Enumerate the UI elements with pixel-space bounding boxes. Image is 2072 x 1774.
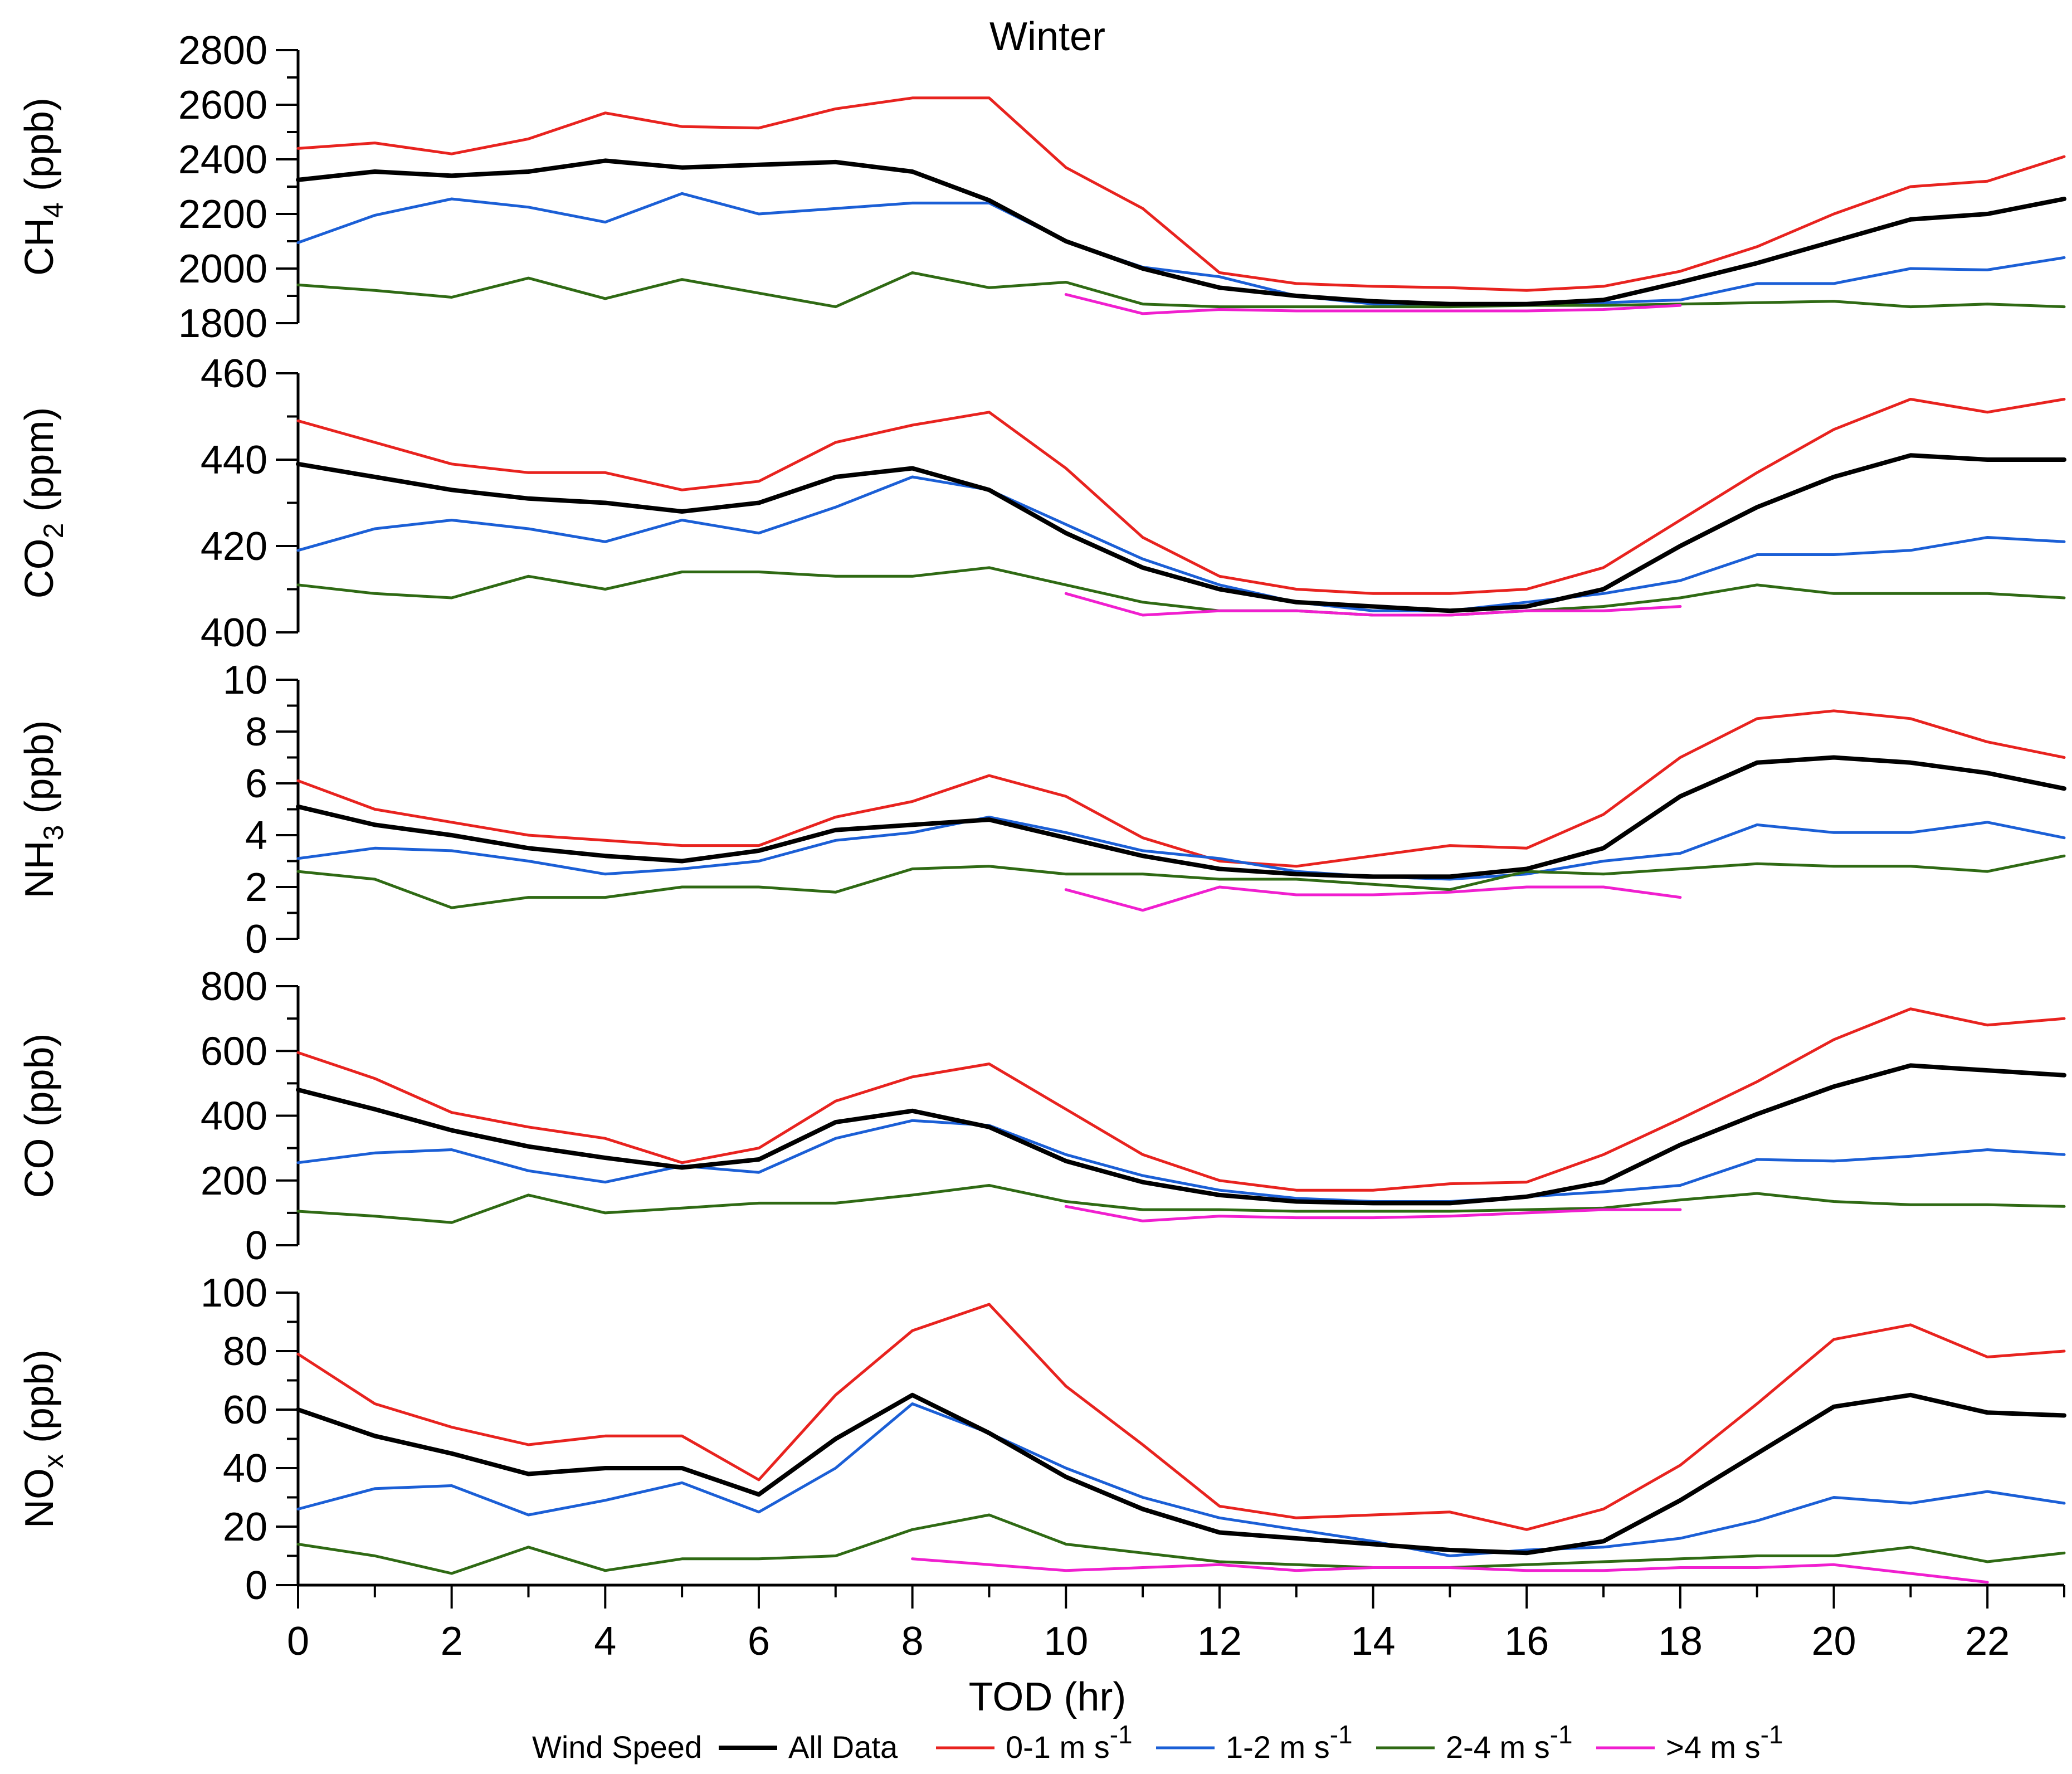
panel-1: 400 420 440 460 CO2 (ppm) (17, 352, 2066, 655)
y-tick-label: 6 (245, 762, 267, 806)
series-line-w12 (296, 475, 2066, 612)
y-tick-label: 100 (201, 1271, 267, 1315)
series-line-w01 (296, 1303, 2066, 1531)
x-tick-label: 0 (287, 1619, 309, 1664)
series-line-all (296, 755, 2066, 879)
series-line-all (296, 1392, 2066, 1556)
x-tick-label: 4 (594, 1619, 616, 1664)
y-tick-label: 400 (201, 611, 267, 655)
y-tick-label: 2600 (178, 83, 267, 128)
legend-label-w01: 0-1 m s-1 (1006, 1720, 1133, 1765)
y-tick-label: 8 (245, 710, 267, 754)
y-axis-title: CH4 (ppb) (17, 98, 69, 276)
panel-2: 0 2 4 6 8 10 NH3 (ppb) (17, 658, 2066, 962)
x-tick-label: 18 (1658, 1619, 1703, 1664)
series-line-all (296, 453, 2066, 613)
series-line-w24 (296, 1513, 2066, 1575)
x-tick-label: 16 (1504, 1619, 1549, 1664)
y-axis-title: CO2 (ppm) (17, 407, 69, 599)
x-tick-label: 2 (441, 1619, 463, 1664)
y-tick-label: 2400 (178, 138, 267, 182)
x-tick-label: 8 (901, 1619, 924, 1664)
y-tick-label: 2200 (178, 192, 267, 237)
x-tick-label: 12 (1197, 1619, 1242, 1664)
legend: Wind Speed All Data 0-1 m s-1 1-2 m s-1 2-4 … (532, 1720, 1783, 1765)
y-axis-title: NOx (ppb) (17, 1349, 69, 1528)
legend-label-all: All Data (788, 1729, 898, 1765)
y-tick-label: 0 (245, 917, 267, 962)
x-axis-title: TOD (hr) (969, 1675, 1127, 1719)
series-line-w12 (296, 192, 2066, 307)
series-line-w24 (296, 854, 2066, 909)
series-line-w4 (1064, 885, 1682, 912)
y-tick-label: 400 (201, 1094, 267, 1139)
series-line-w12 (296, 816, 2066, 881)
series-line-w01 (296, 96, 2066, 292)
y-tick-label: 0 (245, 1563, 267, 1608)
legend-title: Wind Speed (532, 1729, 702, 1765)
y-tick-label: 200 (201, 1159, 267, 1203)
panel-4: 0 20 40 60 80 100 NOx (ppb) (17, 1271, 2066, 1608)
y-tick-label: 600 (201, 1029, 267, 1074)
series-line-all (296, 1063, 2066, 1206)
y-tick-label: 2800 (178, 28, 267, 73)
y-tick-label: 460 (201, 352, 267, 396)
x-tick-label: 6 (748, 1619, 770, 1664)
series-line-w4 (911, 1557, 1989, 1584)
panel-3: 0 200 400 600 800 CO (ppb) (17, 964, 2066, 1268)
y-tick-label: 20 (223, 1505, 267, 1549)
y-tick-label: 1800 (178, 301, 267, 346)
y-axis-title: CO (ppb) (17, 1033, 62, 1198)
series-line-w12 (296, 1119, 2066, 1203)
x-tick-label: 10 (1044, 1619, 1088, 1664)
x-axis: 0 2 4 6 8 10 12 14 16 18 20 22 (287, 1583, 2065, 1664)
y-tick-label: 0 (245, 1224, 267, 1268)
x-tick-label: 20 (1811, 1619, 1856, 1664)
y-tick-label: 800 (201, 964, 267, 1009)
series-line-all (296, 158, 2066, 306)
legend-label-w4: >4 m s-1 (1666, 1720, 1783, 1765)
panel-0: 1800 2000 2200 2400 2600 2800 CH4 (ppb) (17, 28, 2066, 346)
chart-title: Winter (989, 14, 1105, 59)
y-tick-label: 60 (223, 1388, 267, 1432)
series-line-w24 (296, 566, 2066, 617)
series-line-w24 (296, 271, 2066, 309)
y-tick-label: 4 (245, 813, 267, 858)
legend-label-w12: 1-2 m s-1 (1226, 1720, 1353, 1765)
series-line-w4 (1064, 1205, 1682, 1222)
series-line-w01 (296, 398, 2066, 595)
y-tick-label: 80 (223, 1329, 267, 1374)
series-line-w4 (1064, 592, 1682, 617)
series-line-w01 (296, 709, 2066, 868)
series-line-w24 (296, 1184, 2066, 1224)
y-tick-label: 420 (201, 524, 267, 569)
legend-label-w24: 2-4 m s-1 (1446, 1720, 1573, 1765)
y-tick-label: 10 (223, 658, 267, 703)
series-line-w4 (1064, 293, 1682, 315)
y-tick-label: 440 (201, 438, 267, 483)
x-tick-label: 22 (1965, 1619, 2010, 1664)
y-axis-title: NH3 (ppb) (17, 720, 69, 899)
y-tick-label: 2000 (178, 247, 267, 291)
y-tick-label: 2 (245, 865, 267, 910)
y-tick-label: 40 (223, 1446, 267, 1491)
series-line-w01 (296, 1007, 2066, 1192)
x-tick-label: 14 (1351, 1619, 1396, 1664)
series-line-w12 (296, 1402, 2066, 1557)
